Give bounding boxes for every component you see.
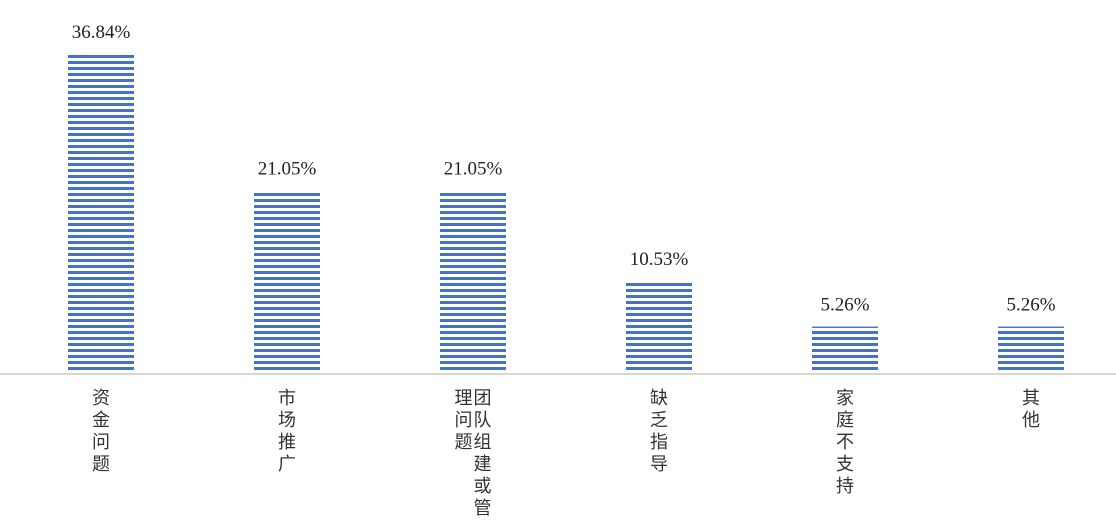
bars-group: [68, 54, 1064, 372]
value-label-1: 21.05%: [258, 158, 317, 179]
category-label-2-1-char-2: 题: [455, 432, 473, 453]
category-label-5-0-char-1: 他: [1022, 410, 1040, 431]
category-label-2-0-char-1: 队: [474, 410, 492, 431]
category-label-4-0-char-3: 支: [836, 454, 854, 475]
category-label-3-0-char-1: 乏: [650, 410, 668, 431]
category-label-4-0-char-0: 家: [836, 388, 854, 409]
category-label-1-0-char-0: 市: [278, 388, 296, 409]
category-label-3-0-char-0: 缺: [650, 388, 668, 409]
value-labels-group: 36.84% 21.05% 21.05% 10.53% 5.26% 5.26%: [72, 22, 1056, 316]
category-label-2-0-char-3: 建: [474, 454, 492, 475]
category-label-2-0-char-2: 组: [474, 432, 492, 453]
value-label-4: 5.26%: [820, 295, 869, 316]
category-label-0-0-char-1: 金: [92, 410, 110, 431]
category-label-3-0-char-2: 指: [650, 432, 668, 453]
value-label-2: 21.05%: [444, 158, 503, 179]
category-label-3-0-char-3: 导: [650, 454, 668, 475]
value-label-3: 10.53%: [630, 249, 689, 270]
category-label-4-0-char-2: 不: [836, 432, 854, 453]
value-label-0: 36.84%: [72, 22, 131, 43]
category-label-2-1-char-0: 理: [455, 388, 473, 409]
category-label-2-0-char-4: 或: [474, 476, 492, 497]
category-label-2-0-char-0: 团: [474, 388, 492, 409]
bar-1: [254, 190, 320, 372]
category-label-1-0-char-2: 推: [278, 432, 296, 453]
bar-3: [626, 281, 692, 372]
category-label-1-0-char-3: 广: [278, 454, 296, 475]
value-label-5: 5.26%: [1006, 295, 1055, 316]
bar-2: [440, 190, 506, 372]
category-label-2-0-char-5: 管: [474, 498, 492, 519]
bar-0: [68, 54, 134, 372]
category-label-0-0-char-0: 资: [92, 388, 110, 409]
category-label-1-0-char-1: 场: [278, 410, 296, 431]
category-label-2-1-char-1: 问: [455, 410, 473, 431]
category-label-5-0-char-0: 其: [1022, 388, 1040, 409]
category-label-0-0-char-2: 问: [92, 432, 110, 453]
bar-5: [998, 326, 1064, 372]
bar-4: [812, 326, 878, 372]
category-label-4-0-char-4: 持: [836, 476, 854, 497]
category-label-0-0-char-3: 题: [92, 454, 110, 475]
category-label-4-0-char-1: 庭: [836, 410, 854, 431]
